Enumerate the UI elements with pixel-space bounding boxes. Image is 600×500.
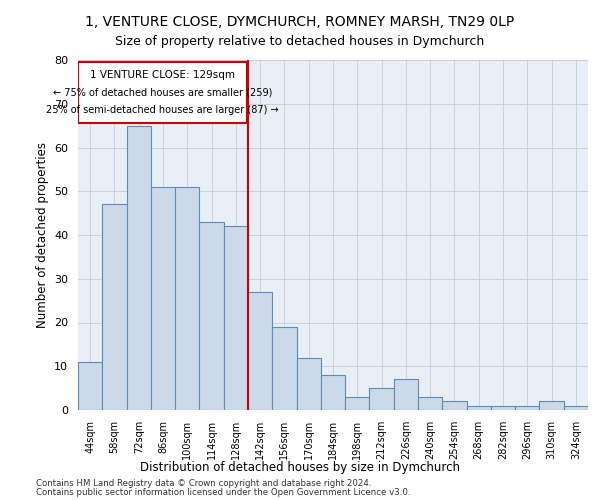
Bar [370,388,394,410]
Bar [418,397,442,410]
Bar [321,375,345,410]
Bar [127,126,151,410]
Bar [442,401,467,410]
Bar [296,358,321,410]
Y-axis label: Number of detached properties: Number of detached properties [35,142,49,328]
Text: 25% of semi-detached houses are larger (87) →: 25% of semi-detached houses are larger (… [46,106,279,116]
FancyBboxPatch shape [79,62,247,124]
Text: 1 VENTURE CLOSE: 129sqm: 1 VENTURE CLOSE: 129sqm [90,70,235,81]
Bar [515,406,539,410]
Bar [78,362,102,410]
Bar [151,187,175,410]
Bar [491,406,515,410]
Bar [224,226,248,410]
Bar [345,397,370,410]
Bar [248,292,272,410]
Text: Contains HM Land Registry data © Crown copyright and database right 2024.: Contains HM Land Registry data © Crown c… [36,479,371,488]
Bar [199,222,224,410]
Bar [175,187,199,410]
Text: Contains public sector information licensed under the Open Government Licence v3: Contains public sector information licen… [36,488,410,497]
Bar [539,401,564,410]
Bar [272,327,296,410]
Bar [467,406,491,410]
Bar [394,380,418,410]
Bar [102,204,127,410]
Text: Size of property relative to detached houses in Dymchurch: Size of property relative to detached ho… [115,35,485,48]
Bar [564,406,588,410]
Text: ← 75% of detached houses are smaller (259): ← 75% of detached houses are smaller (25… [53,88,272,98]
Text: Distribution of detached houses by size in Dymchurch: Distribution of detached houses by size … [140,461,460,474]
Text: 1, VENTURE CLOSE, DYMCHURCH, ROMNEY MARSH, TN29 0LP: 1, VENTURE CLOSE, DYMCHURCH, ROMNEY MARS… [85,15,515,29]
